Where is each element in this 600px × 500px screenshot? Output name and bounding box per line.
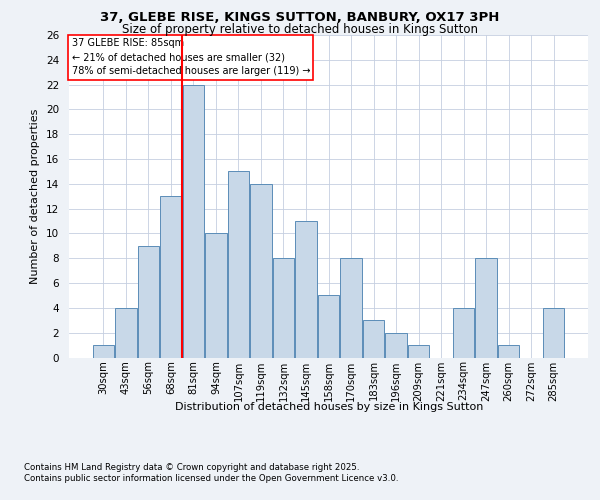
Y-axis label: Number of detached properties: Number of detached properties xyxy=(31,108,40,284)
Bar xyxy=(228,172,249,358)
Text: Contains public sector information licensed under the Open Government Licence v3: Contains public sector information licen… xyxy=(24,474,398,483)
Text: Size of property relative to detached houses in Kings Sutton: Size of property relative to detached ho… xyxy=(122,22,478,36)
Bar xyxy=(363,320,384,358)
Bar xyxy=(160,196,182,358)
Bar xyxy=(115,308,137,358)
Bar xyxy=(205,234,227,358)
Bar xyxy=(475,258,497,358)
Text: Contains HM Land Registry data © Crown copyright and database right 2025.: Contains HM Land Registry data © Crown c… xyxy=(24,462,359,471)
Bar xyxy=(92,345,114,358)
Bar xyxy=(250,184,272,358)
Bar xyxy=(318,296,339,358)
Text: Distribution of detached houses by size in Kings Sutton: Distribution of detached houses by size … xyxy=(175,402,483,412)
Bar xyxy=(273,258,294,358)
Text: 37, GLEBE RISE, KINGS SUTTON, BANBURY, OX17 3PH: 37, GLEBE RISE, KINGS SUTTON, BANBURY, O… xyxy=(100,11,500,24)
Bar xyxy=(498,345,520,358)
Bar xyxy=(543,308,565,358)
Bar xyxy=(182,84,204,357)
Bar xyxy=(340,258,362,358)
Bar xyxy=(295,221,317,358)
Text: 37 GLEBE RISE: 85sqm
← 21% of detached houses are smaller (32)
78% of semi-detac: 37 GLEBE RISE: 85sqm ← 21% of detached h… xyxy=(71,38,310,76)
Bar xyxy=(453,308,475,358)
Bar xyxy=(137,246,159,358)
Bar xyxy=(408,345,429,358)
Bar xyxy=(385,332,407,357)
